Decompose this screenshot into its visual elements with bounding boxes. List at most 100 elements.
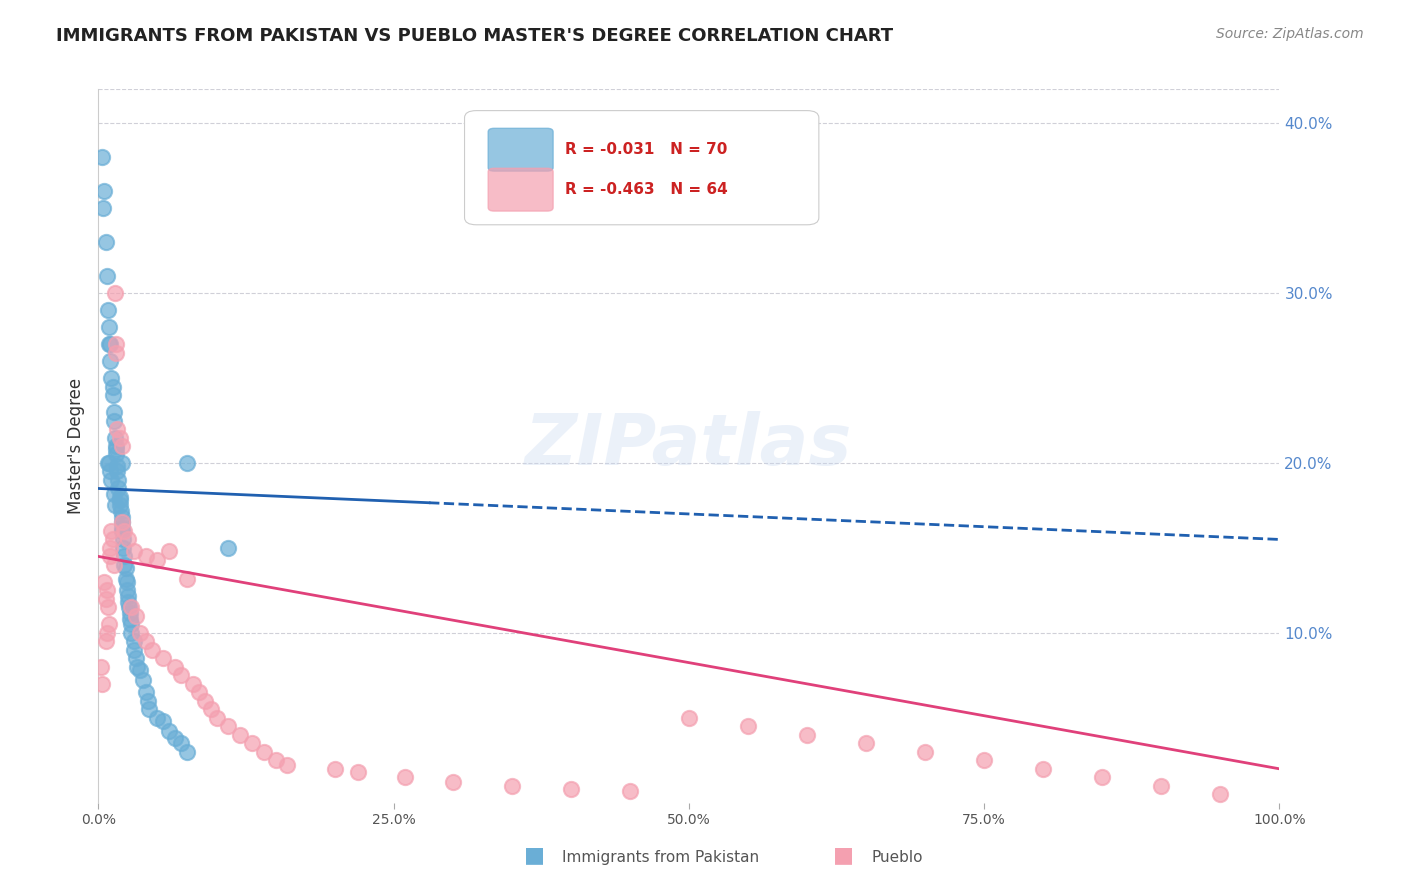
Point [98, 617, 121, 632]
Point [217, 541, 239, 555]
Point [101, 379, 124, 393]
Point [96, 626, 118, 640]
Point [152, 714, 174, 729]
Point [107, 473, 129, 487]
Point [112, 558, 135, 572]
Point [141, 643, 163, 657]
Point [205, 711, 228, 725]
Point [91, 201, 114, 215]
Point [170, 736, 193, 750]
Point [105, 345, 128, 359]
Point [97, 600, 120, 615]
Text: ■: ■ [834, 846, 853, 865]
Point [135, 634, 157, 648]
Point [1150, 779, 1173, 793]
FancyBboxPatch shape [488, 128, 553, 171]
Text: ZIPatlas: ZIPatlas [526, 411, 852, 481]
Point [94, 235, 117, 249]
Point [125, 608, 148, 623]
Point [127, 660, 149, 674]
Point [105, 422, 128, 436]
Point [146, 711, 169, 725]
Point [120, 606, 142, 620]
Point [125, 651, 148, 665]
Point [138, 702, 160, 716]
Point [100, 524, 122, 538]
Point [107, 482, 129, 496]
Point [111, 456, 134, 470]
Point [94, 634, 117, 648]
Point [217, 719, 239, 733]
Point [110, 503, 132, 517]
Point [200, 702, 222, 716]
Point [100, 473, 122, 487]
Point [135, 685, 157, 699]
Point [157, 544, 180, 558]
Point [117, 533, 139, 547]
Point [98, 549, 121, 564]
Point [165, 660, 187, 674]
Point [128, 626, 150, 640]
Point [103, 405, 125, 419]
Point [98, 456, 121, 470]
Point [111, 520, 134, 534]
Point [501, 779, 523, 793]
Point [264, 753, 287, 767]
Text: IMMIGRANTS FROM PAKISTAN VS PUEBLO MASTER'S DEGREE CORRELATION CHART: IMMIGRANTS FROM PAKISTAN VS PUEBLO MASTE… [56, 27, 893, 45]
Point [98, 541, 121, 555]
Point [181, 677, 204, 691]
Point [100, 371, 122, 385]
Point [111, 439, 134, 453]
Point [253, 745, 276, 759]
Point [105, 465, 128, 479]
Point [796, 728, 818, 742]
Y-axis label: Master's Degree: Master's Degree [66, 378, 84, 514]
Point [276, 758, 298, 772]
Point [108, 430, 131, 444]
Point [619, 784, 641, 798]
Text: R = -0.463   N = 64: R = -0.463 N = 64 [565, 182, 728, 197]
Point [98, 465, 121, 479]
Point [91, 677, 114, 691]
Point [170, 668, 193, 682]
Text: Pueblo: Pueblo [872, 850, 924, 865]
Point [115, 583, 138, 598]
Point [394, 770, 416, 784]
Point [973, 753, 995, 767]
Point [101, 533, 124, 547]
Point [98, 337, 121, 351]
FancyBboxPatch shape [464, 111, 818, 225]
Point [93, 184, 115, 198]
Point [122, 544, 145, 558]
Point [103, 486, 125, 500]
Point [176, 572, 198, 586]
Point [132, 673, 155, 688]
Point [114, 561, 136, 575]
Point [93, 574, 115, 589]
Point [152, 651, 174, 665]
Point [105, 459, 128, 474]
Point [112, 541, 135, 555]
Point [855, 736, 877, 750]
Point [1032, 762, 1054, 776]
Point [122, 634, 145, 648]
Point [121, 617, 143, 632]
Text: Source: ZipAtlas.com: Source: ZipAtlas.com [1216, 27, 1364, 41]
Point [187, 685, 209, 699]
Point [560, 782, 582, 797]
Point [111, 510, 134, 524]
Point [737, 719, 759, 733]
Point [678, 711, 700, 725]
Point [90, 660, 112, 674]
Point [105, 448, 128, 462]
Point [240, 736, 263, 750]
Point [91, 150, 114, 164]
Point [112, 549, 135, 564]
Point [120, 612, 142, 626]
Point [121, 600, 143, 615]
Point [122, 643, 145, 657]
Point [229, 728, 252, 742]
Point [98, 320, 121, 334]
Point [176, 456, 198, 470]
Point [117, 589, 139, 603]
